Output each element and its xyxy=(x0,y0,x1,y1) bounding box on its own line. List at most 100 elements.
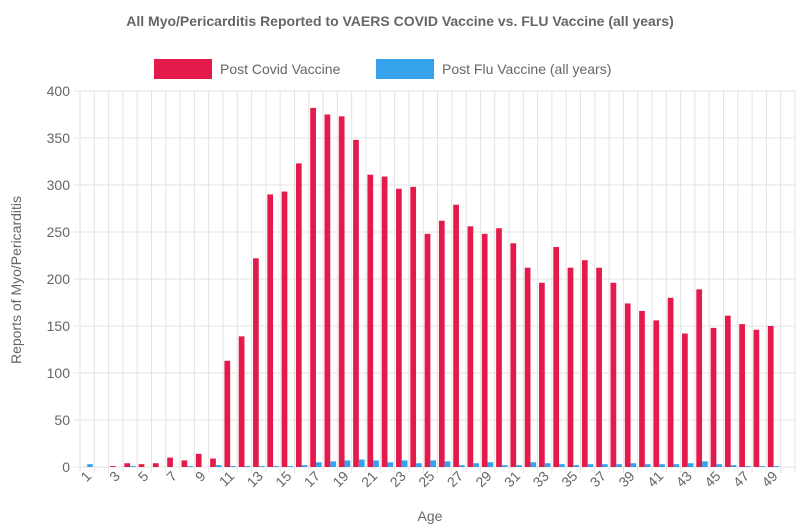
bar-flu[interactable] xyxy=(473,463,479,467)
bar-flu[interactable] xyxy=(416,463,422,467)
bar-covid[interactable] xyxy=(481,233,488,467)
bars xyxy=(87,107,780,468)
bar-covid[interactable] xyxy=(467,226,474,467)
bar-covid[interactable] xyxy=(753,329,760,467)
bar-flu[interactable] xyxy=(601,464,608,467)
bar-flu[interactable] xyxy=(230,466,236,467)
bar-covid[interactable] xyxy=(295,163,302,467)
bar-covid[interactable] xyxy=(110,466,116,467)
bar-flu[interactable] xyxy=(258,466,265,467)
bar-flu[interactable] xyxy=(687,463,694,467)
bar-covid[interactable] xyxy=(338,116,345,467)
bar-flu[interactable] xyxy=(773,466,780,467)
bar-flu[interactable] xyxy=(702,461,708,467)
bar-flu[interactable] xyxy=(130,466,136,467)
bar-covid[interactable] xyxy=(639,310,645,467)
bar-covid[interactable] xyxy=(324,114,331,468)
y-tick-label: 250 xyxy=(47,224,71,240)
bar-flu[interactable] xyxy=(301,465,308,467)
bar-flu[interactable] xyxy=(330,461,336,467)
bar-covid[interactable] xyxy=(667,297,674,467)
legend-label-covid[interactable]: Post Covid Vaccine xyxy=(220,61,341,77)
bar-covid[interactable] xyxy=(124,463,131,467)
bar-covid[interactable] xyxy=(510,243,517,467)
x-tick-label: 39 xyxy=(615,468,637,490)
bar-covid[interactable] xyxy=(310,107,316,468)
x-tick-label: 25 xyxy=(415,468,437,490)
bar-flu[interactable] xyxy=(273,466,279,467)
bar-covid[interactable] xyxy=(624,303,631,467)
bar-flu[interactable] xyxy=(373,460,379,467)
bar-flu[interactable] xyxy=(616,464,622,467)
bar-covid[interactable] xyxy=(281,191,288,467)
bar-covid[interactable] xyxy=(381,176,388,468)
bar-flu[interactable] xyxy=(516,465,522,467)
bar-covid[interactable] xyxy=(553,247,560,467)
bar-covid[interactable] xyxy=(367,174,374,467)
bar-flu[interactable] xyxy=(501,465,508,467)
bar-flu[interactable] xyxy=(315,462,322,467)
bar-covid[interactable] xyxy=(410,186,417,467)
bar-covid[interactable] xyxy=(581,260,588,467)
bar-covid[interactable] xyxy=(710,327,717,467)
bar-covid[interactable] xyxy=(739,324,745,467)
bar-covid[interactable] xyxy=(396,188,402,467)
bar-covid[interactable] xyxy=(138,464,145,467)
legend-swatch-covid[interactable] xyxy=(154,59,212,79)
bar-flu[interactable] xyxy=(215,465,222,467)
bar-covid[interactable] xyxy=(653,320,660,467)
bar-flu[interactable] xyxy=(659,464,665,467)
bar-flu[interactable] xyxy=(716,464,723,467)
bar-flu[interactable] xyxy=(358,459,365,467)
bar-flu[interactable] xyxy=(544,463,551,467)
bar-flu[interactable] xyxy=(759,466,765,467)
bar-covid[interactable] xyxy=(181,460,188,467)
bar-covid[interactable] xyxy=(524,267,531,467)
bar-flu[interactable] xyxy=(187,466,193,467)
bar-covid[interactable] xyxy=(167,457,173,467)
bar-flu[interactable] xyxy=(644,464,651,467)
bar-covid[interactable] xyxy=(453,204,459,468)
bar-covid[interactable] xyxy=(596,267,602,467)
bar-flu[interactable] xyxy=(244,466,251,467)
bar-flu[interactable] xyxy=(630,463,637,467)
gridlines xyxy=(74,90,796,473)
bar-covid[interactable] xyxy=(238,336,245,467)
bar-flu[interactable] xyxy=(458,465,465,467)
bar-flu[interactable] xyxy=(730,465,737,467)
bar-flu[interactable] xyxy=(573,465,580,467)
bar-flu[interactable] xyxy=(87,464,93,467)
bar-flu[interactable] xyxy=(444,461,451,467)
bar-covid[interactable] xyxy=(696,289,703,467)
bar-covid[interactable] xyxy=(567,267,574,467)
bar-covid[interactable] xyxy=(682,333,688,467)
bar-covid[interactable] xyxy=(539,282,545,467)
bar-flu[interactable] xyxy=(430,460,437,467)
bar-flu[interactable] xyxy=(744,466,751,467)
bar-covid[interactable] xyxy=(496,228,502,467)
bar-flu[interactable] xyxy=(559,464,565,467)
bar-flu[interactable] xyxy=(487,462,494,467)
bar-flu[interactable] xyxy=(673,464,680,467)
bar-covid[interactable] xyxy=(267,194,274,467)
bar-flu[interactable] xyxy=(344,460,351,467)
legend-label-flu[interactable]: Post Flu Vaccine (all years) xyxy=(442,61,611,77)
legend-swatch-flu[interactable] xyxy=(376,59,434,79)
bar-flu[interactable] xyxy=(530,462,537,467)
bar-flu[interactable] xyxy=(401,460,408,467)
bar-covid[interactable] xyxy=(195,453,202,467)
bar-covid[interactable] xyxy=(438,220,445,467)
legend[interactable]: Post Covid Vaccine Post Flu Vaccine (all… xyxy=(154,59,611,79)
bar-covid[interactable] xyxy=(610,282,617,467)
bar-covid[interactable] xyxy=(353,139,359,467)
bar-covid[interactable] xyxy=(152,463,159,467)
bar-covid[interactable] xyxy=(724,315,731,467)
bar-covid[interactable] xyxy=(210,458,216,467)
bar-covid[interactable] xyxy=(224,360,231,467)
bar-covid[interactable] xyxy=(424,233,431,467)
bar-flu[interactable] xyxy=(387,462,394,467)
bar-flu[interactable] xyxy=(287,466,294,467)
bar-flu[interactable] xyxy=(587,464,594,467)
bar-covid[interactable] xyxy=(253,258,259,467)
bar-covid[interactable] xyxy=(767,326,774,467)
